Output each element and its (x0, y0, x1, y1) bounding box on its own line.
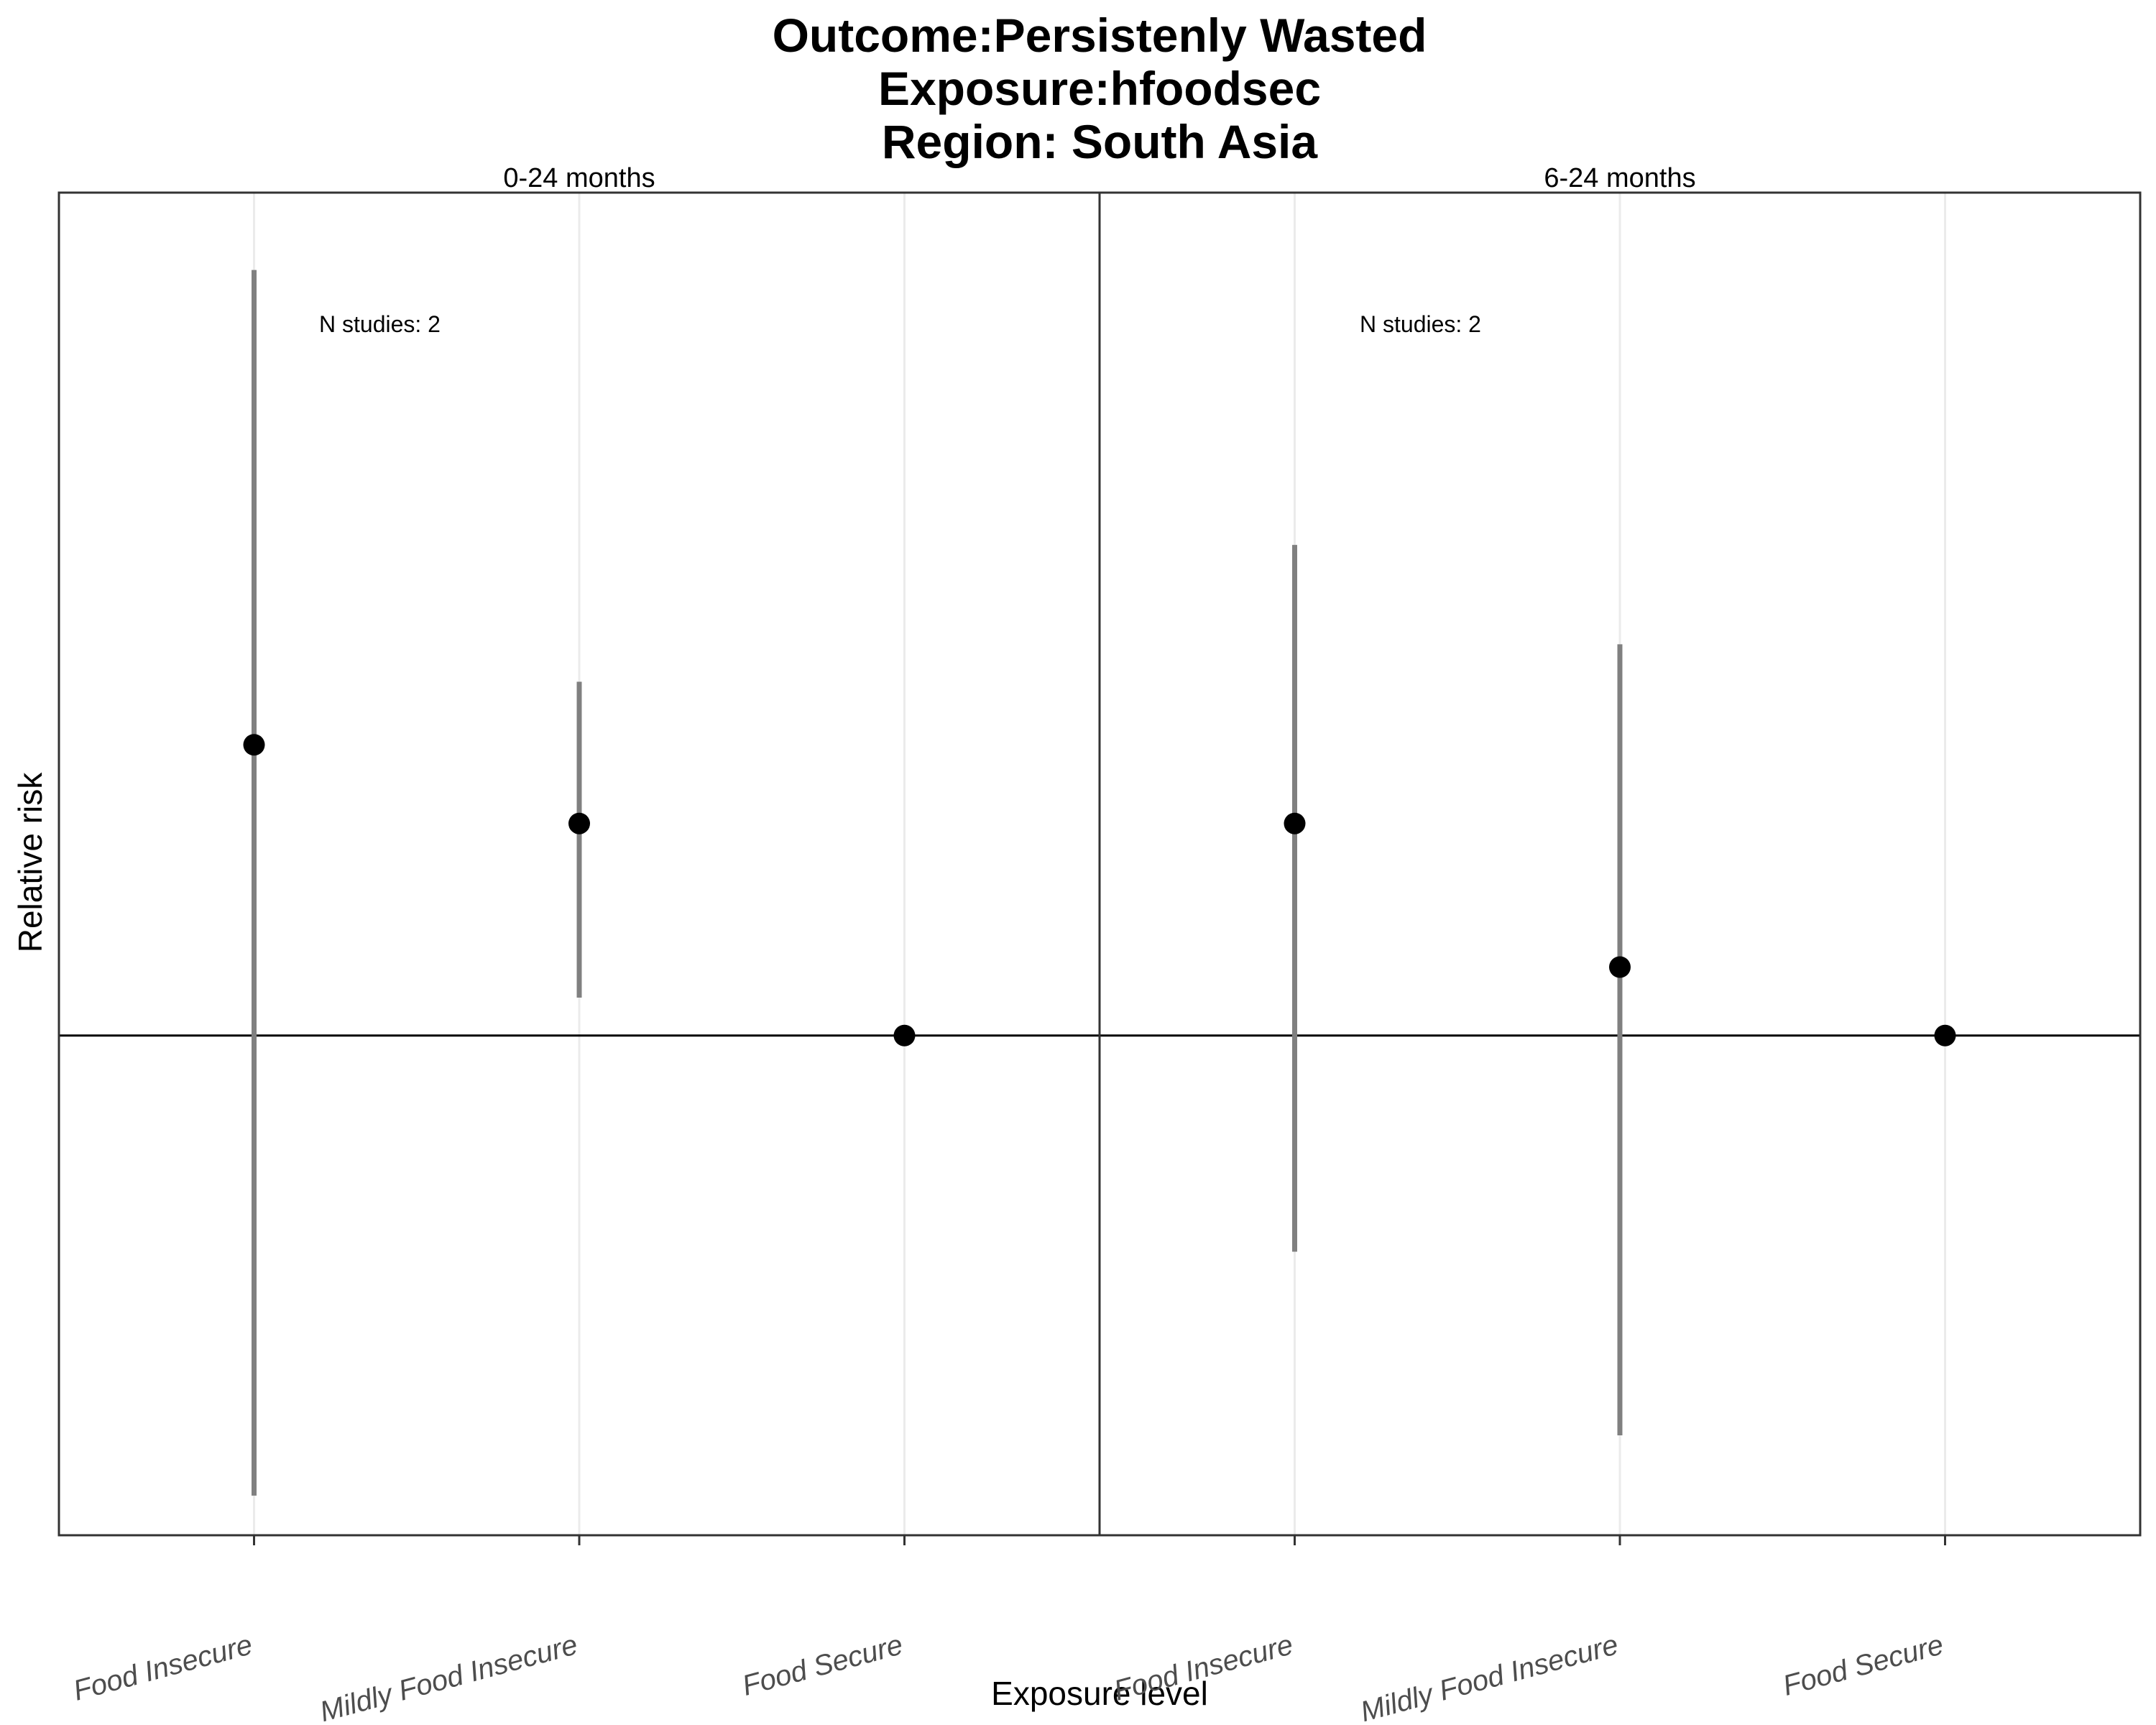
panel-strip-label: 6-24 months (1544, 163, 1695, 193)
estimate-point (1609, 956, 1631, 978)
chart-title-line-2: Exposure:hfoodsec (878, 62, 1321, 115)
n-studies-annotation: N studies: 2 (1360, 311, 1481, 337)
x-axis-title: Exposure level (991, 1675, 1208, 1712)
estimate-point (243, 734, 265, 756)
panel-strip-label: 0-24 months (503, 163, 655, 193)
n-studies-annotation: N studies: 2 (319, 311, 441, 337)
chart-title-line-3: Region: South Asia (882, 115, 1319, 168)
estimate-point (893, 1024, 916, 1046)
estimate-point (568, 812, 590, 834)
estimate-point (1284, 812, 1306, 834)
chart-title-line-1: Outcome:Persistenly Wasted (773, 9, 1427, 62)
y-axis-title: Relative risk (11, 772, 49, 953)
estimate-point (1934, 1024, 1956, 1046)
